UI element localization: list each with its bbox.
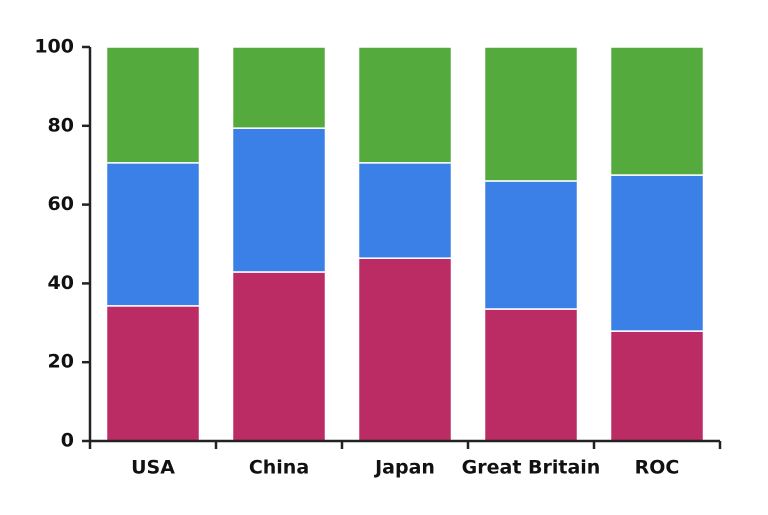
bar-segment <box>231 271 327 442</box>
x-tick-label: Japan <box>373 457 435 479</box>
bar-segment <box>609 174 705 332</box>
y-tick-label: 20 <box>48 351 74 373</box>
bar-segment <box>105 305 201 442</box>
y-tick-label: 0 <box>61 430 74 452</box>
x-tick-label: ROC <box>635 457 680 479</box>
bar-segment <box>609 330 705 442</box>
bar-segment <box>357 46 453 164</box>
bar-segment <box>231 46 327 129</box>
x-tick-label: Great Britain <box>462 457 601 479</box>
bar-segment <box>105 46 201 164</box>
bar-segment <box>483 308 579 442</box>
bar-segment <box>231 127 327 273</box>
bar-segment <box>105 162 201 307</box>
x-tick-label: USA <box>131 457 175 479</box>
bar-segment <box>357 162 453 259</box>
bar-segment <box>483 180 579 310</box>
y-tick-label: 60 <box>48 193 74 215</box>
bar-segment <box>483 46 579 182</box>
y-tick-label: 80 <box>48 114 74 136</box>
y-tick-label: 100 <box>34 36 74 58</box>
x-tick-label: China <box>249 457 309 479</box>
bar-segment <box>609 46 705 176</box>
bar-segment <box>357 257 453 442</box>
y-tick-label: 40 <box>48 272 74 294</box>
